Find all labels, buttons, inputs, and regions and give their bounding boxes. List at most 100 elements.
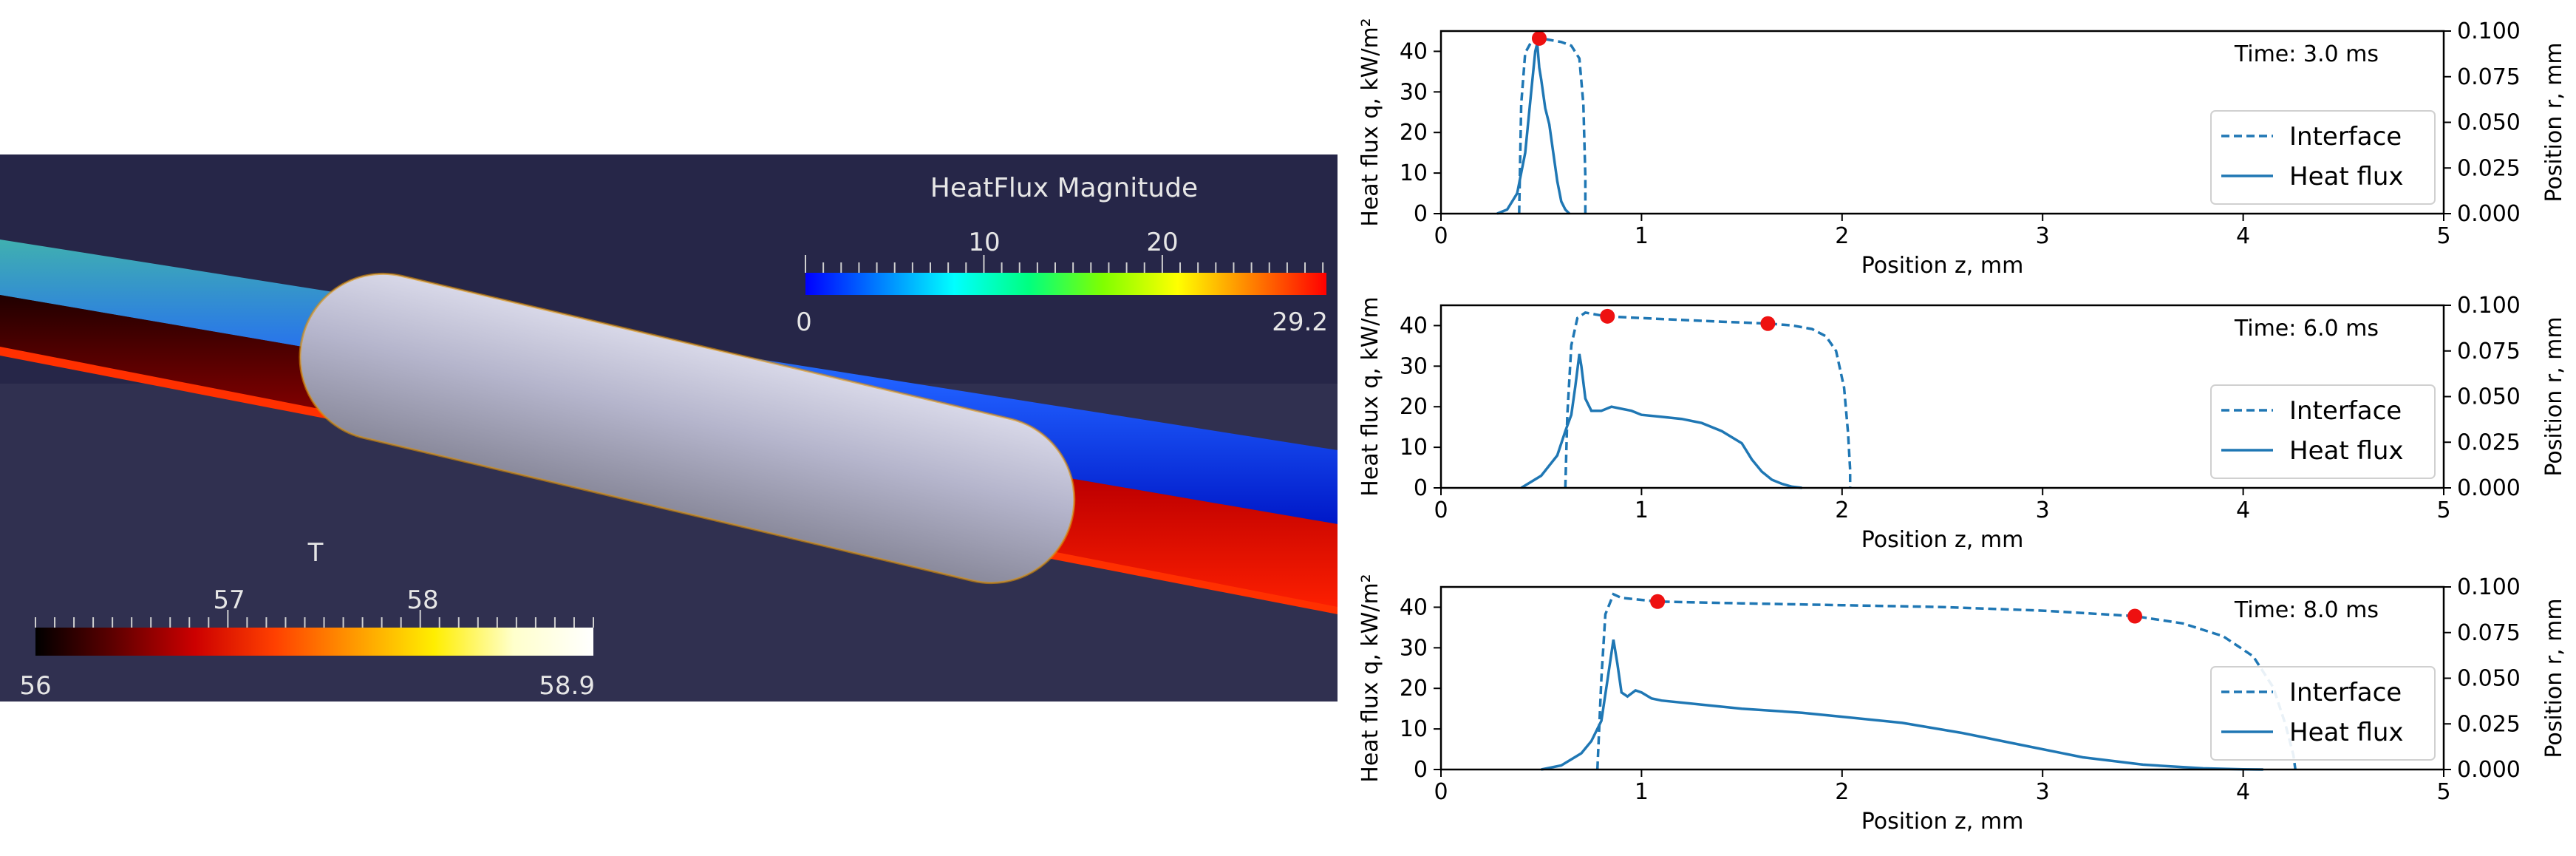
legend-interface-label: Interface [2289, 678, 2402, 707]
interface-series-line [1518, 37, 1587, 214]
y2-tick-label: 0.075 [2457, 64, 2521, 90]
x-tick-label: 1 [1635, 497, 1649, 523]
heat-flux-series-line [1520, 353, 1802, 489]
interface-marker-point [1531, 30, 1547, 46]
y-tick-label: 30 [1400, 353, 1428, 379]
y2-tick-label: 0.100 [2457, 293, 2521, 319]
y-tick-label: 30 [1400, 79, 1428, 105]
y2-tick-label: 0.000 [2457, 475, 2521, 501]
x-axis-label: Position z, mm [1861, 809, 2024, 835]
x-tick-label: 2 [1835, 779, 1849, 805]
y2-tick-label: 0.025 [2457, 711, 2521, 737]
y2-tick-label: 0.025 [2457, 429, 2521, 455]
y-axis-label: Heat flux q, kW/m² [1357, 574, 1383, 782]
y2-axis-label: Position r, mm [2541, 42, 2567, 202]
x-tick-label: 4 [2236, 779, 2250, 805]
heatflux-colorbar-gradient [805, 273, 1326, 295]
chart-2: 0 1 2 3 4 5 0 10 20 30 40 0.000 0.025 0.050 0.075 0.100… [1357, 293, 2567, 553]
y2-tick-label: 0.050 [2457, 110, 2521, 136]
x-tick-label: 3 [2036, 779, 2050, 805]
interface-marker-point [1600, 308, 1615, 324]
y-tick-label: 0 [1414, 201, 1428, 227]
y-tick-label: 40 [1400, 38, 1428, 64]
y-tick-label: 0 [1414, 757, 1428, 783]
temperature-colorbar: T 57 58 56 58.9 [19, 538, 595, 701]
interface-marker-point [1650, 594, 1666, 609]
y2-tick-label: 0.050 [2457, 666, 2521, 692]
legend-box [2210, 666, 2436, 761]
y-tick-label: 10 [1400, 160, 1428, 186]
y2-tick-label: 0.025 [2457, 155, 2521, 181]
x-tick-label: 4 [2236, 497, 2250, 523]
interface-series-line [1564, 311, 1852, 489]
x-tick-label: 0 [1434, 223, 1448, 249]
heatflux-colorbar-title: HeatFlux Magnitude [930, 173, 1198, 203]
legend-heat-flux-label: Heat flux [2289, 718, 2404, 747]
heatflux-colorbar-tick-20: 20 [1146, 228, 1178, 257]
y-tick-label: 20 [1400, 676, 1428, 702]
x-tick-label: 4 [2236, 223, 2250, 249]
y-tick-label: 10 [1400, 435, 1428, 461]
chart-3: 0 1 2 3 4 5 0 10 20 30 40 0.000 0.025 0.050 0.075 0.100… [1357, 574, 2567, 835]
x-tick-label: 3 [2036, 497, 2050, 523]
time-annotation: Time: 3.0 ms [2234, 41, 2379, 67]
legend-box [2210, 384, 2436, 479]
interface-series-line [1595, 592, 2297, 770]
heatflux-colorbar: HeatFlux Magnitude 10 20 0 29.2 [796, 173, 1328, 337]
time-annotation: Time: 8.0 ms [2234, 597, 2379, 623]
temperature-colorbar-tick-57: 57 [213, 585, 245, 615]
interface-marker-point [2127, 608, 2143, 624]
y-axis-label: Heat flux q, kW/m [1357, 296, 1383, 496]
temperature-colorbar-max: 58.9 [539, 671, 595, 701]
heatflux-colorbar-ticks [805, 255, 1324, 273]
y-tick-label: 40 [1400, 594, 1428, 620]
legend-interface-label: Interface [2289, 122, 2402, 152]
y2-tick-label: 0.000 [2457, 201, 2521, 227]
chart-1: 0 1 2 3 4 5 0 10 20 30 40 0.000 0.025 0.050 0.075 0.100… [1357, 18, 2567, 279]
y-tick-label: 20 [1400, 120, 1428, 146]
x-tick-label: 2 [1835, 223, 1849, 249]
time-annotation: Time: 6.0 ms [2234, 316, 2379, 342]
visualization-panel: HeatFlux Magnitude 10 20 0 29.2 T 57 58 … [0, 154, 1338, 702]
y-tick-label: 30 [1400, 635, 1428, 661]
temperature-colorbar-title: T [307, 538, 324, 568]
pipe-geometry [0, 240, 1338, 614]
interface-marker-point [1760, 316, 1776, 331]
y2-tick-label: 0.075 [2457, 620, 2521, 646]
y2-tick-label: 0.075 [2457, 339, 2521, 364]
temperature-colorbar-ticks [35, 610, 594, 628]
y2-tick-label: 0.100 [2457, 574, 2521, 600]
y2-axis-label: Position r, mm [2541, 316, 2567, 476]
heatflux-colorbar-max: 29.2 [1272, 308, 1328, 337]
y2-axis-label: Position r, mm [2541, 598, 2567, 758]
x-tick-label: 1 [1635, 779, 1649, 805]
y2-tick-label: 0.000 [2457, 757, 2521, 783]
y2-tick-label: 0.100 [2457, 18, 2521, 44]
x-tick-label: 0 [1434, 779, 1448, 805]
temperature-colorbar-tick-58: 58 [406, 585, 438, 615]
x-axis-label: Position z, mm [1861, 253, 2024, 279]
x-axis-label: Position z, mm [1861, 527, 2024, 553]
y2-tick-label: 0.050 [2457, 384, 2521, 410]
heat-flux-series-line [1541, 639, 2263, 771]
x-tick-label: 5 [2436, 779, 2450, 805]
x-tick-label: 3 [2036, 223, 2050, 249]
x-tick-label: 5 [2436, 497, 2450, 523]
x-tick-label: 2 [1835, 497, 1849, 523]
legend-interface-label: Interface [2289, 396, 2402, 426]
x-tick-label: 0 [1434, 497, 1448, 523]
y-axis-label: Heat flux q, kW/m² [1357, 18, 1383, 226]
heatflux-colorbar-tick-10: 10 [968, 228, 1000, 257]
temperature-colorbar-min: 56 [19, 671, 51, 701]
x-tick-label: 1 [1635, 223, 1649, 249]
heat-flux-series-line [1496, 43, 1570, 215]
temperature-colorbar-gradient [35, 628, 593, 656]
y-tick-label: 0 [1414, 475, 1428, 501]
x-tick-label: 5 [2436, 223, 2450, 249]
y-tick-label: 40 [1400, 313, 1428, 339]
heat-flux-charts: 0 1 2 3 4 50102030400.0000.0250.0500.0750.100… [1357, 18, 2567, 835]
legend-heat-flux-label: Heat flux [2289, 162, 2404, 191]
legend-box [2210, 110, 2436, 205]
y-tick-label: 10 [1400, 716, 1428, 742]
y-tick-label: 20 [1400, 394, 1428, 420]
